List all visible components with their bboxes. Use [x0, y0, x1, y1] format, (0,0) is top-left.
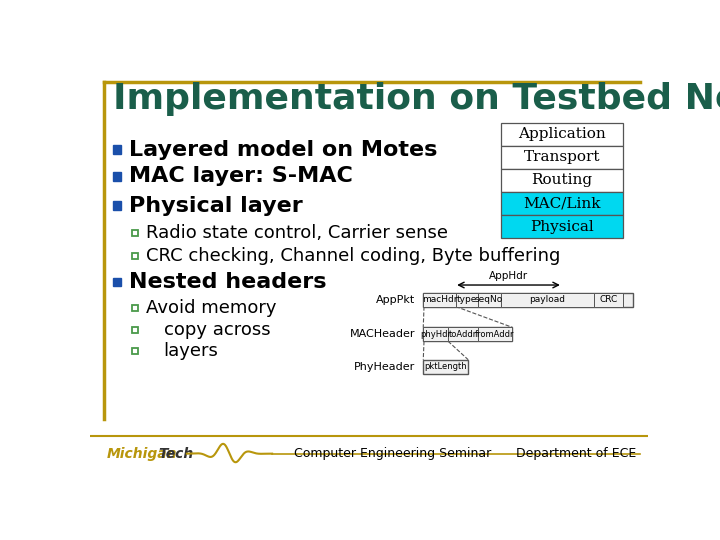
- Bar: [456, 293, 477, 307]
- Text: toAddr: toAddr: [449, 330, 477, 339]
- Text: AppPkt: AppPkt: [377, 295, 415, 305]
- Text: Tech: Tech: [158, 447, 194, 461]
- Bar: [477, 327, 513, 341]
- Text: layers: layers: [163, 342, 218, 360]
- Text: Physical layer: Physical layer: [129, 195, 302, 215]
- Bar: [423, 327, 448, 341]
- Bar: [500, 192, 624, 215]
- Text: type: type: [456, 295, 477, 304]
- Bar: [423, 360, 468, 374]
- Text: copy across: copy across: [163, 321, 270, 339]
- Bar: [132, 305, 138, 311]
- Text: Application: Application: [518, 127, 606, 141]
- Text: MACHeader: MACHeader: [350, 329, 415, 339]
- Text: Nested headers: Nested headers: [129, 272, 326, 292]
- Text: CRC: CRC: [599, 295, 618, 304]
- Text: fromAddr: fromAddr: [475, 330, 515, 339]
- Text: pktLength: pktLength: [424, 362, 467, 371]
- Bar: [113, 201, 122, 210]
- Bar: [423, 327, 513, 341]
- Text: AppHdr: AppHdr: [489, 271, 528, 281]
- Bar: [423, 293, 456, 307]
- Bar: [113, 172, 122, 181]
- Text: Layered model on Motes: Layered model on Motes: [129, 139, 437, 159]
- Text: PhyHeader: PhyHeader: [354, 362, 415, 372]
- Text: Michigan: Michigan: [107, 447, 178, 461]
- Text: MAC/Link: MAC/Link: [523, 197, 600, 211]
- Bar: [500, 293, 594, 307]
- Text: seqNo: seqNo: [475, 295, 503, 304]
- Text: Computer Engineering Seminar: Computer Engineering Seminar: [294, 447, 491, 460]
- Text: Avoid memory: Avoid memory: [145, 299, 276, 317]
- Text: MAC layer: S-MAC: MAC layer: S-MAC: [129, 166, 353, 186]
- Text: phyHdr: phyHdr: [420, 330, 451, 339]
- Bar: [132, 253, 138, 259]
- Bar: [500, 146, 624, 168]
- Bar: [500, 168, 624, 192]
- Bar: [448, 327, 477, 341]
- Bar: [113, 278, 122, 286]
- Bar: [132, 327, 138, 333]
- Bar: [500, 123, 624, 146]
- Text: Department of ECE: Department of ECE: [516, 447, 636, 460]
- Text: Radio state control, Carrier sense: Radio state control, Carrier sense: [145, 224, 448, 242]
- Bar: [132, 348, 138, 354]
- Text: Implementation on Testbed Nodes: Implementation on Testbed Nodes: [113, 83, 720, 117]
- Text: payload: payload: [529, 295, 565, 304]
- Bar: [132, 230, 138, 236]
- Bar: [594, 293, 624, 307]
- Bar: [113, 145, 122, 154]
- Bar: [423, 293, 632, 307]
- Text: CRC checking, Channel coding, Byte buffering: CRC checking, Channel coding, Byte buffe…: [145, 247, 560, 265]
- Text: Transport: Transport: [523, 150, 600, 164]
- Bar: [477, 293, 500, 307]
- Bar: [500, 215, 624, 238]
- Text: Routing: Routing: [531, 173, 593, 187]
- Text: macHdr: macHdr: [422, 295, 457, 304]
- Text: Physical: Physical: [530, 219, 594, 233]
